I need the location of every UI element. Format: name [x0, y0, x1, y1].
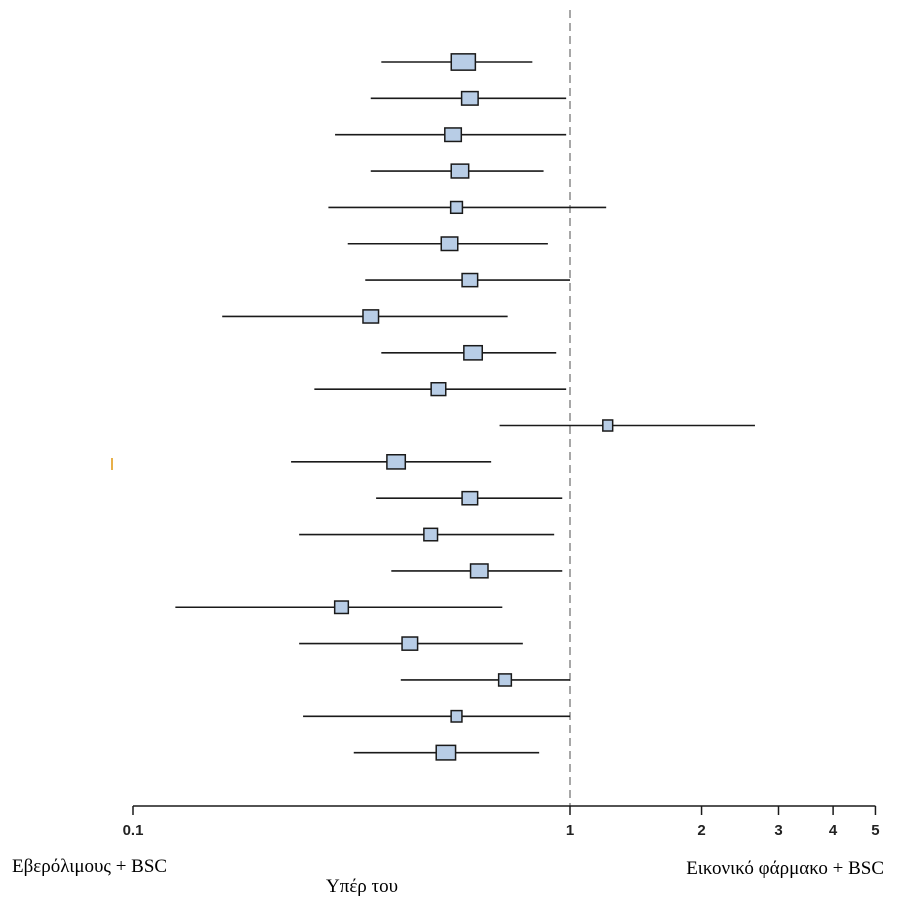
- forest-row: [381, 344, 557, 361]
- forest-row: [175, 600, 503, 615]
- stray-marker: [111, 458, 113, 470]
- point-estimate: [440, 236, 459, 252]
- x-tick-label: 1: [566, 822, 574, 839]
- point-estimate: [401, 636, 419, 651]
- point-estimate: [602, 419, 614, 432]
- x-tick-label: 5: [871, 822, 879, 839]
- favours-everolimus-label: Εβερόλιμους + BSC: [12, 856, 168, 877]
- point-estimate: [461, 490, 479, 506]
- point-estimate: [430, 382, 447, 397]
- forest-row: [299, 527, 555, 542]
- point-estimate: [449, 200, 464, 215]
- forest-row: [303, 709, 570, 723]
- point-estimate: [386, 454, 407, 470]
- x-tick-label: 0.1: [123, 822, 144, 839]
- forest-row: [353, 744, 540, 761]
- forest-row: [370, 90, 567, 106]
- forest-rows-layer: [175, 53, 755, 761]
- forest-row: [314, 382, 567, 397]
- forest-row: [376, 490, 563, 506]
- point-estimate: [333, 600, 350, 615]
- point-estimate: [450, 53, 477, 71]
- point-estimate: [450, 709, 463, 723]
- point-estimate: [463, 344, 484, 361]
- x-tick-label: 2: [697, 822, 705, 839]
- forest-row: [381, 53, 533, 71]
- forest-row: [365, 272, 570, 288]
- point-estimate: [362, 309, 380, 324]
- forest-row: [391, 563, 563, 579]
- point-estimate: [469, 563, 489, 579]
- point-estimate: [497, 673, 513, 687]
- x-tick-label: 3: [774, 822, 782, 839]
- forest-row: [299, 636, 523, 651]
- point-estimate: [460, 90, 479, 106]
- forest-row: [335, 127, 567, 143]
- point-estimate: [461, 272, 479, 288]
- point-estimate: [444, 127, 463, 143]
- x-axis: 0.1 1 2 3 4 5: [123, 805, 880, 839]
- point-estimate: [435, 744, 457, 761]
- favours-caption: Υπέρ του: [326, 876, 399, 897]
- forest-row: [328, 200, 607, 215]
- forest-row: [400, 673, 570, 687]
- forest-row: [291, 454, 492, 470]
- forest-row: [499, 419, 755, 432]
- x-tick-label: 4: [829, 822, 838, 839]
- favours-placebo-label: Εικονικό φάρμακο + BSC: [686, 858, 884, 879]
- point-estimate: [423, 527, 439, 542]
- point-estimate: [450, 163, 470, 179]
- forest-row: [370, 163, 544, 179]
- forest-row: [347, 236, 548, 252]
- forest-row: [222, 309, 508, 324]
